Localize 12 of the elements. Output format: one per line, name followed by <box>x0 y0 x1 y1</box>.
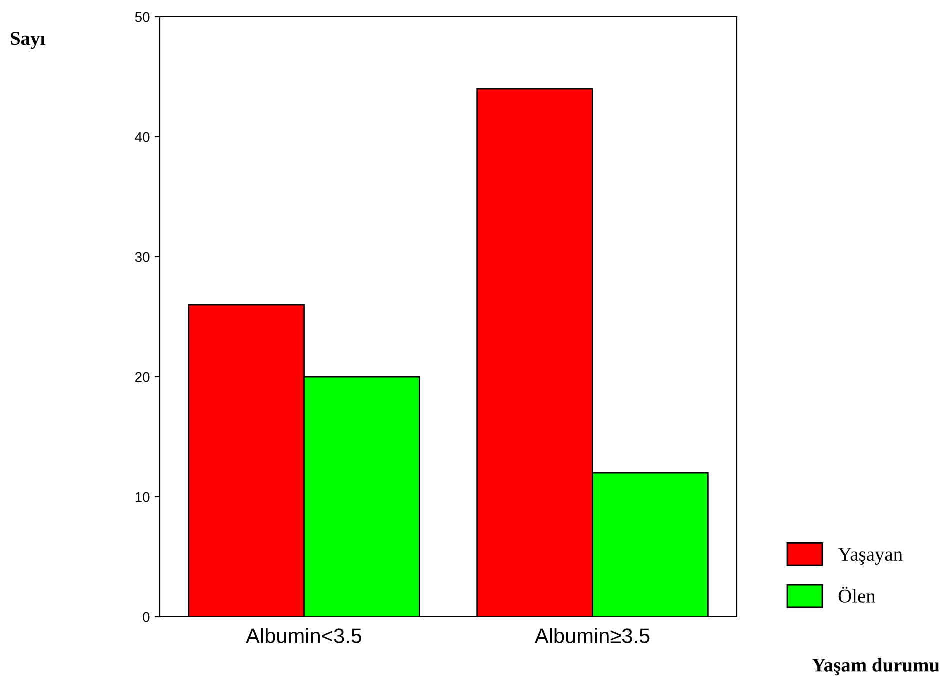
legend-label: Yaşayan <box>838 548 903 566</box>
y-tick-label: 30 <box>135 252 150 262</box>
legend-label: Ölen <box>838 586 876 603</box>
y-tick-label: 50 <box>135 12 150 22</box>
y-tick-label: 40 <box>135 132 150 142</box>
x-tick-label: Albumin<3.5 <box>246 628 362 644</box>
y-tick-label: 20 <box>136 372 150 382</box>
y-tick-label: 10 <box>136 492 150 502</box>
x-tick-label: Albumin≥3.5 <box>534 628 650 644</box>
y-tick-label: 0 <box>143 612 150 622</box>
y-axis-title: Sayı <box>11 32 46 50</box>
x-axis-title: Yaşam durumu <box>812 658 940 676</box>
